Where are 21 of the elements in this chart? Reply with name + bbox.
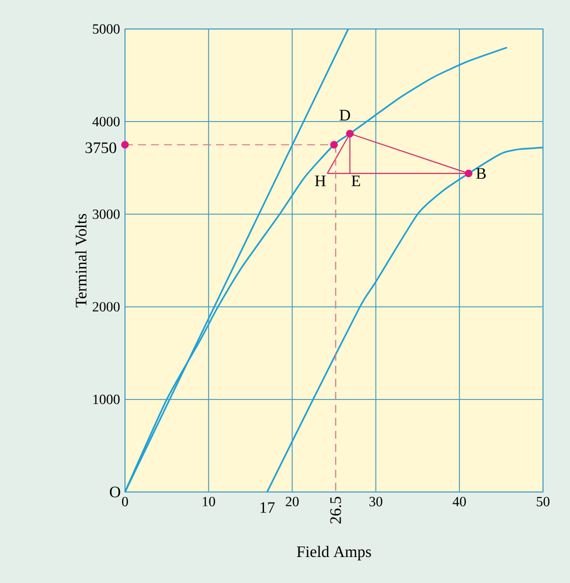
annotation: O bbox=[110, 486, 120, 498]
y-axis-title: Terminal Volts bbox=[75, 214, 87, 308]
x-tick-label: 40 bbox=[452, 496, 466, 506]
y-tick-label: 3000 bbox=[92, 209, 120, 219]
y-tick-label: 4000 bbox=[92, 116, 120, 126]
x-tick-label: 0 bbox=[122, 496, 128, 506]
y-tick-label: 1000 bbox=[93, 394, 120, 404]
y-tick-label: 5000 bbox=[92, 24, 120, 34]
x-tick-label: 20 bbox=[286, 496, 299, 506]
x-tick-label: 50 bbox=[536, 496, 550, 506]
x-axis-title: Field Amps bbox=[296, 546, 371, 560]
annotation: 17 bbox=[260, 502, 275, 513]
annotation: H bbox=[315, 176, 326, 186]
x-tick-label: 30 bbox=[369, 496, 382, 506]
annotation: 26.5 bbox=[330, 496, 342, 524]
y-tick-label: 2000 bbox=[92, 302, 120, 312]
annotation: 3750 bbox=[86, 142, 116, 154]
annotation: E bbox=[352, 176, 360, 186]
x-tick-label: 10 bbox=[202, 496, 216, 506]
annotation: B bbox=[476, 168, 486, 179]
annotation: D bbox=[340, 110, 350, 120]
